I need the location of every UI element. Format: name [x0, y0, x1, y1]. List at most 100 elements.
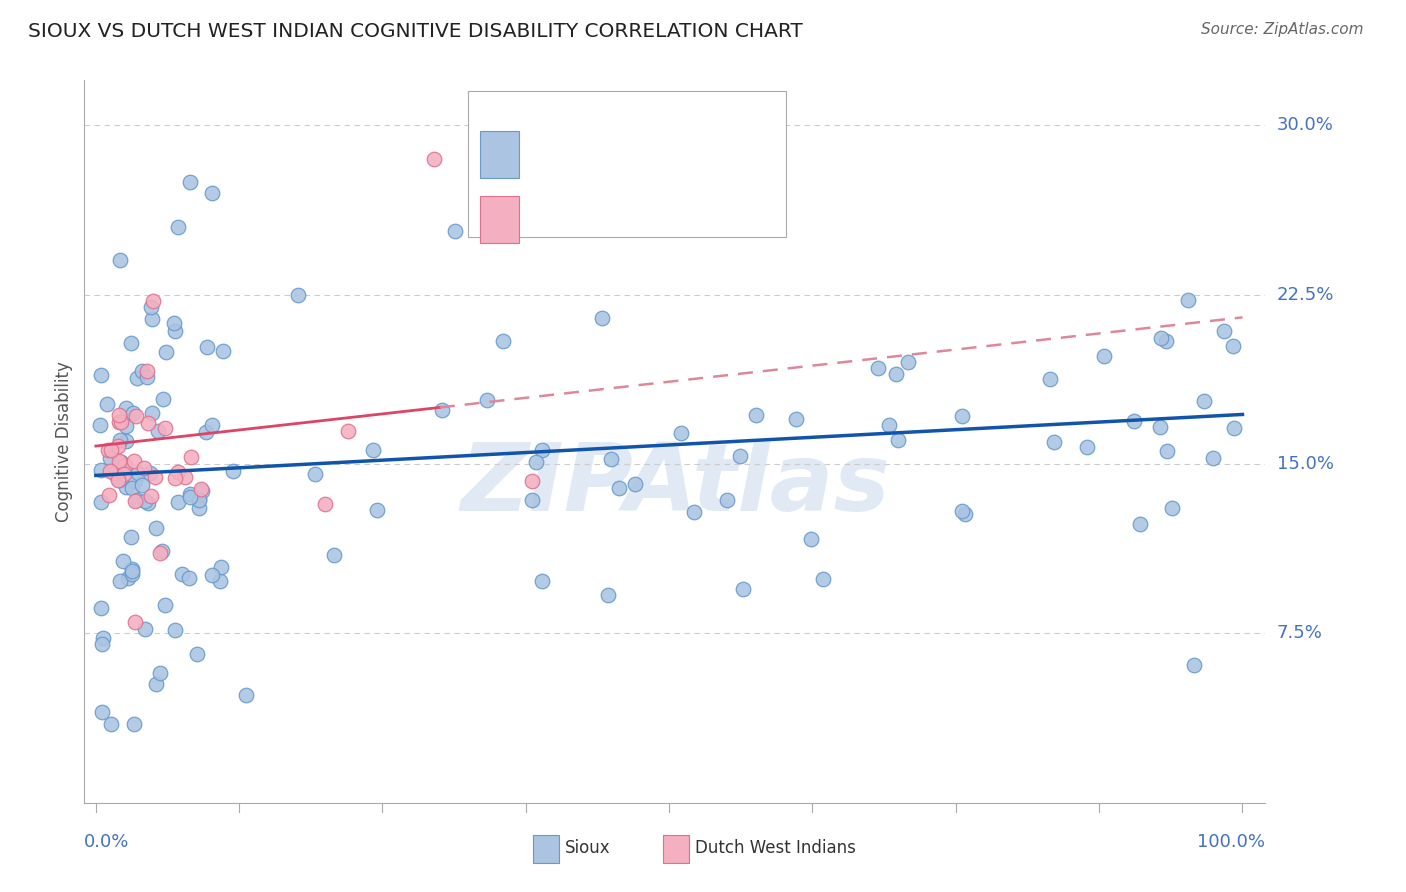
Point	[135, 364, 157, 378]
Point	[520, 493, 543, 508]
Point	[167, 220, 190, 235]
Point	[179, 486, 201, 500]
Point	[134, 494, 156, 508]
Point	[785, 412, 807, 426]
Point	[209, 559, 232, 574]
Point	[444, 224, 467, 238]
Point	[115, 419, 138, 434]
Point	[733, 582, 755, 596]
Point	[304, 467, 326, 481]
Point	[1223, 421, 1246, 435]
Point	[1154, 334, 1177, 348]
Point	[492, 334, 515, 348]
Point	[122, 717, 145, 731]
Point	[166, 465, 188, 479]
Point	[146, 424, 169, 438]
Point	[103, 466, 125, 480]
Point	[811, 572, 834, 586]
Point	[432, 402, 454, 417]
Point	[124, 615, 146, 630]
Point	[188, 493, 211, 508]
Point	[165, 623, 187, 637]
Point	[179, 491, 201, 505]
Point	[163, 324, 186, 338]
Point	[90, 463, 112, 477]
Point	[1092, 349, 1115, 363]
Point	[121, 564, 143, 578]
Point	[91, 706, 114, 720]
Point	[1123, 414, 1146, 428]
Point	[134, 460, 156, 475]
Point	[170, 567, 193, 582]
Point	[669, 426, 692, 441]
Point	[530, 443, 553, 458]
Point	[190, 483, 212, 497]
Point	[1177, 293, 1199, 307]
Point	[90, 368, 112, 382]
Point	[125, 409, 148, 423]
Point	[598, 588, 620, 602]
Point	[1149, 420, 1171, 434]
Point	[361, 442, 384, 457]
Point	[100, 716, 122, 731]
Text: N = 131: N = 131	[661, 144, 735, 161]
Point	[1156, 443, 1178, 458]
Text: 7.5%: 7.5%	[1277, 624, 1323, 642]
Point	[591, 311, 613, 326]
Point	[121, 566, 143, 581]
Point	[208, 574, 231, 589]
Point	[89, 418, 111, 433]
Point	[180, 450, 202, 465]
Point	[139, 467, 162, 481]
Point	[115, 434, 138, 449]
FancyBboxPatch shape	[468, 91, 786, 237]
Point	[121, 406, 143, 420]
Point	[110, 455, 132, 469]
Point	[124, 474, 146, 488]
Point	[211, 344, 233, 359]
Point	[149, 546, 172, 560]
Point	[1129, 516, 1152, 531]
Point	[91, 631, 114, 645]
Point	[163, 317, 186, 331]
FancyBboxPatch shape	[479, 131, 519, 178]
Point	[100, 464, 122, 478]
Point	[1182, 658, 1205, 673]
Point	[141, 311, 163, 326]
Point	[166, 495, 188, 509]
Point	[745, 408, 768, 422]
Point	[800, 532, 823, 546]
Point	[1076, 440, 1098, 454]
Point	[141, 489, 163, 503]
Text: Sioux: Sioux	[565, 839, 610, 857]
Point	[887, 433, 910, 447]
Point	[143, 470, 166, 484]
Point	[114, 458, 136, 472]
Point	[1039, 371, 1062, 385]
Point	[683, 505, 706, 519]
Point	[201, 186, 224, 201]
Point	[877, 418, 900, 433]
Point	[177, 571, 200, 585]
Point	[884, 368, 907, 382]
Text: 15.0%: 15.0%	[1277, 455, 1333, 473]
Point	[287, 288, 309, 302]
Point	[124, 494, 146, 508]
Point	[179, 175, 201, 189]
Point	[323, 548, 346, 562]
Point	[127, 371, 149, 385]
Point	[609, 481, 631, 495]
Text: ZIPAtlas: ZIPAtlas	[460, 439, 890, 531]
Point	[153, 421, 176, 435]
Text: Dutch West Indians: Dutch West Indians	[695, 839, 856, 857]
Point	[112, 554, 135, 568]
Point	[110, 574, 132, 588]
Point	[866, 360, 889, 375]
Point	[115, 480, 138, 494]
Point	[152, 392, 174, 406]
Point	[728, 449, 751, 463]
FancyBboxPatch shape	[479, 196, 519, 243]
Point	[90, 495, 112, 509]
Point	[107, 408, 129, 422]
Point	[107, 473, 129, 487]
